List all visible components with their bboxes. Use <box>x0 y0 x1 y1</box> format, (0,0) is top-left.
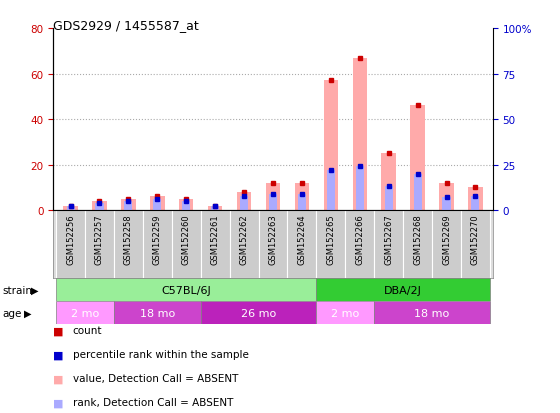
Bar <box>374 211 403 279</box>
Text: GDS2929 / 1455587_at: GDS2929 / 1455587_at <box>53 19 199 31</box>
Bar <box>179 199 193 211</box>
Bar <box>67 207 74 211</box>
Bar <box>403 211 432 279</box>
Text: count: count <box>73 325 102 335</box>
Bar <box>461 211 490 279</box>
Bar <box>324 81 338 211</box>
Text: GSM152270: GSM152270 <box>471 214 480 265</box>
Text: ▶: ▶ <box>31 285 38 295</box>
Text: ■: ■ <box>53 349 64 359</box>
Bar <box>356 167 364 211</box>
Bar <box>56 211 85 279</box>
Bar <box>143 211 172 279</box>
Bar <box>316 301 374 324</box>
Bar <box>327 171 335 211</box>
Bar <box>56 279 316 301</box>
Bar <box>381 154 396 211</box>
Bar <box>230 211 259 279</box>
Bar <box>200 301 316 324</box>
Text: percentile rank within the sample: percentile rank within the sample <box>73 349 249 359</box>
Bar <box>316 211 346 279</box>
Bar <box>85 211 114 279</box>
Bar <box>295 183 309 211</box>
Bar <box>266 183 280 211</box>
Text: GSM152264: GSM152264 <box>297 214 306 265</box>
Text: strain: strain <box>3 285 33 295</box>
Text: ■: ■ <box>53 325 64 335</box>
Bar <box>182 202 190 211</box>
Text: GSM152261: GSM152261 <box>211 214 220 265</box>
Bar <box>346 211 374 279</box>
Bar <box>374 301 490 324</box>
Bar <box>432 211 461 279</box>
Text: ■: ■ <box>53 397 64 407</box>
Text: age: age <box>3 308 22 318</box>
Bar <box>287 211 316 279</box>
Text: DBA/2J: DBA/2J <box>384 285 422 295</box>
Bar <box>413 174 422 211</box>
Text: GSM152258: GSM152258 <box>124 214 133 265</box>
Bar <box>439 183 454 211</box>
Bar <box>92 202 107 211</box>
Text: GSM152260: GSM152260 <box>182 214 191 265</box>
Bar <box>316 279 490 301</box>
Text: value, Detection Call = ABSENT: value, Detection Call = ABSENT <box>73 373 238 383</box>
Bar <box>298 194 306 211</box>
Bar <box>468 188 483 211</box>
Bar <box>114 301 200 324</box>
Bar <box>353 58 367 211</box>
Text: 2 mo: 2 mo <box>71 308 99 318</box>
Text: GSM152265: GSM152265 <box>326 214 335 265</box>
Bar <box>56 301 114 324</box>
Bar <box>211 207 219 211</box>
Bar <box>410 106 425 211</box>
Bar <box>472 196 479 211</box>
Bar <box>63 206 78 211</box>
Text: 26 mo: 26 mo <box>241 308 276 318</box>
Bar <box>269 194 277 211</box>
Bar <box>124 202 133 211</box>
Text: GSM152256: GSM152256 <box>66 214 75 265</box>
Text: GSM152262: GSM152262 <box>240 214 249 265</box>
Text: ■: ■ <box>53 373 64 383</box>
Bar <box>150 197 165 211</box>
Text: 18 mo: 18 mo <box>139 308 175 318</box>
Text: GSM152266: GSM152266 <box>355 214 364 265</box>
Bar <box>259 211 287 279</box>
Text: 2 mo: 2 mo <box>331 308 360 318</box>
Bar <box>385 187 393 211</box>
Bar <box>240 196 248 211</box>
Text: rank, Detection Call = ABSENT: rank, Detection Call = ABSENT <box>73 397 233 407</box>
Text: GSM152267: GSM152267 <box>384 214 393 265</box>
Bar <box>208 206 222 211</box>
Text: GSM152259: GSM152259 <box>153 214 162 264</box>
Bar <box>442 198 451 211</box>
Bar <box>237 192 251 211</box>
Text: GSM152257: GSM152257 <box>95 214 104 265</box>
Bar <box>121 199 136 211</box>
Text: GSM152263: GSM152263 <box>268 214 278 265</box>
Text: C57BL/6J: C57BL/6J <box>161 285 211 295</box>
Bar <box>95 203 104 211</box>
Bar <box>172 211 200 279</box>
Bar <box>200 211 230 279</box>
Text: ▶: ▶ <box>24 308 31 318</box>
Text: GSM152269: GSM152269 <box>442 214 451 265</box>
Bar <box>114 211 143 279</box>
Bar <box>153 200 161 211</box>
Text: GSM152268: GSM152268 <box>413 214 422 265</box>
Text: 18 mo: 18 mo <box>414 308 450 318</box>
